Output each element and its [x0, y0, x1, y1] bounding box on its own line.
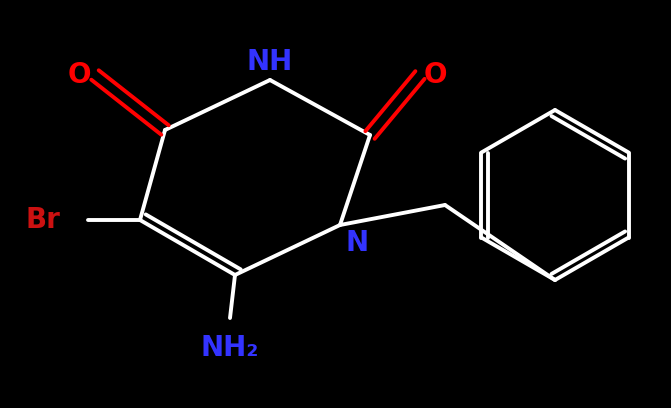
Text: NH: NH [247, 48, 293, 76]
Text: Br: Br [25, 206, 60, 234]
Text: O: O [68, 61, 91, 89]
Text: N: N [345, 229, 368, 257]
Text: NH₂: NH₂ [201, 334, 259, 362]
Text: O: O [424, 61, 448, 89]
